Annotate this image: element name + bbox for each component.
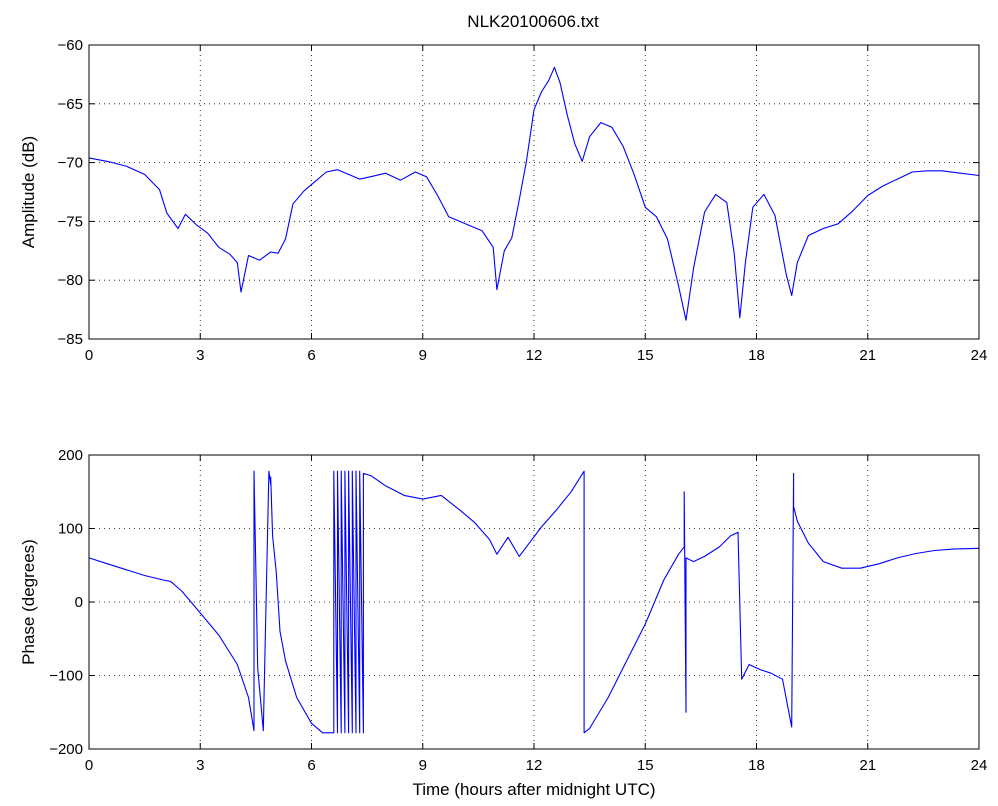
phase-x-tick-label: 18: [748, 757, 765, 774]
phase-y-tick-label: −100: [49, 668, 83, 685]
phase-y-tick-label: −200: [49, 741, 83, 758]
figure-title: NLK20100606.txt: [467, 12, 599, 31]
phase-y-axis-label: Phase (degrees): [19, 539, 38, 665]
amplitude-y-tick-label: −75: [58, 213, 83, 230]
phase-x-tick-label: 21: [859, 757, 876, 774]
amplitude-y-tick-label: −80: [58, 272, 83, 289]
phase-x-tick-label: 0: [85, 757, 93, 774]
phase-y-tick-label: 0: [75, 594, 83, 611]
phase-x-tick-label: 6: [307, 757, 315, 774]
phase-y-tick-label: 100: [58, 521, 83, 538]
phase-x-axis-label: Time (hours after midnight UTC): [412, 780, 655, 799]
amplitude-series-line: [88, 66, 980, 321]
amplitude-y-tick-label: −65: [58, 96, 83, 113]
amplitude-x-tick-label: 12: [526, 347, 543, 364]
amplitude-y-axis-label: Amplitude (dB): [19, 136, 38, 248]
phase-plot: 0 3 6 9 12 15 18 21 24 −200 −100 0 100 200 Phase (degr…: [19, 447, 987, 799]
amplitude-y-tick-label: −70: [58, 155, 83, 172]
amplitude-plot: 0 3 6 9 12 15 18 21 24 −85 −80 −75 −70 −65 −60 Amplitud…: [19, 37, 987, 364]
amplitude-x-tick-label: 24: [971, 347, 988, 364]
amplitude-x-tick-label: 9: [419, 347, 427, 364]
phase-x-tick-label: 3: [196, 757, 204, 774]
amplitude-x-tick-label: 6: [307, 347, 315, 364]
amplitude-x-tick-label: 0: [85, 347, 93, 364]
amplitude-x-tick-label: 21: [859, 347, 876, 364]
amplitude-axes-frame: [88, 44, 980, 340]
amplitude-x-tick-label: 15: [637, 347, 654, 364]
phase-x-tick-label: 12: [526, 757, 543, 774]
amplitude-y-tick-label: −85: [58, 331, 83, 348]
amplitude-y-tick-label: −60: [58, 37, 83, 54]
phase-series-line: [88, 470, 980, 734]
amplitude-x-tick-label: 18: [748, 347, 765, 364]
phase-x-tick-label: 15: [637, 757, 654, 774]
phase-x-tick-label: 9: [419, 757, 427, 774]
phase-x-tick-label: 24: [971, 757, 988, 774]
phase-y-tick-label: 200: [58, 447, 83, 464]
amplitude-x-tick-label: 3: [196, 347, 204, 364]
